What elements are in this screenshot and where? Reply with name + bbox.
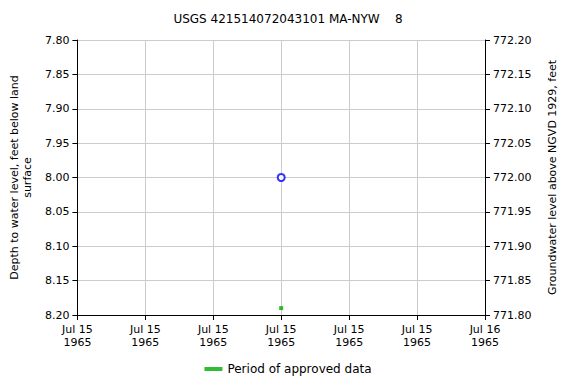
svg-text:771.85: 771.85 (493, 274, 532, 287)
svg-text:8.10: 8.10 (45, 240, 70, 253)
svg-text:1965: 1965 (471, 336, 499, 349)
svg-text:USGS 421514072043101 MA-NYW: USGS 421514072043101 MA-NYW 8 (173, 12, 402, 26)
svg-text:Jul 16: Jul 16 (469, 323, 501, 336)
svg-text:8.00: 8.00 (45, 171, 70, 184)
svg-text:Depth to water level, feet bel: Depth to water level, feet below land (8, 75, 21, 280)
svg-text:Jul 15: Jul 15 (401, 323, 433, 336)
svg-text:772.00: 772.00 (493, 171, 532, 184)
svg-text:1965: 1965 (335, 336, 363, 349)
svg-text:771.95: 771.95 (493, 205, 532, 218)
svg-text:Groundwater level above NGVD 1: Groundwater level above NGVD 1929, feet (546, 59, 559, 295)
svg-text:771.90: 771.90 (493, 240, 532, 253)
svg-text:8.15: 8.15 (45, 274, 70, 287)
svg-text:7.90: 7.90 (45, 102, 70, 115)
svg-text:Jul 15: Jul 15 (129, 323, 161, 336)
svg-text:8.20: 8.20 (45, 309, 70, 322)
svg-text:8.05: 8.05 (45, 205, 70, 218)
svg-text:Jul 15: Jul 15 (197, 323, 229, 336)
svg-text:772.15: 772.15 (493, 68, 532, 81)
svg-text:771.80: 771.80 (493, 309, 532, 322)
svg-text:1965: 1965 (63, 336, 91, 349)
svg-text:Period of approved data: Period of approved data (227, 362, 371, 376)
svg-text:Jul 15: Jul 15 (265, 323, 297, 336)
svg-text:Jul 15: Jul 15 (333, 323, 365, 336)
svg-text:1965: 1965 (199, 336, 227, 349)
svg-text:1965: 1965 (267, 336, 295, 349)
svg-text:7.85: 7.85 (45, 68, 70, 81)
svg-text:772.20: 772.20 (493, 34, 532, 47)
svg-text:1965: 1965 (403, 336, 431, 349)
svg-text:surface: surface (21, 157, 34, 198)
svg-text:772.10: 772.10 (493, 102, 532, 115)
svg-text:Jul 15: Jul 15 (61, 323, 93, 336)
svg-text:7.95: 7.95 (45, 137, 70, 150)
svg-text:772.05: 772.05 (493, 137, 532, 150)
svg-text:1965: 1965 (131, 336, 159, 349)
svg-text:7.80: 7.80 (45, 34, 70, 47)
